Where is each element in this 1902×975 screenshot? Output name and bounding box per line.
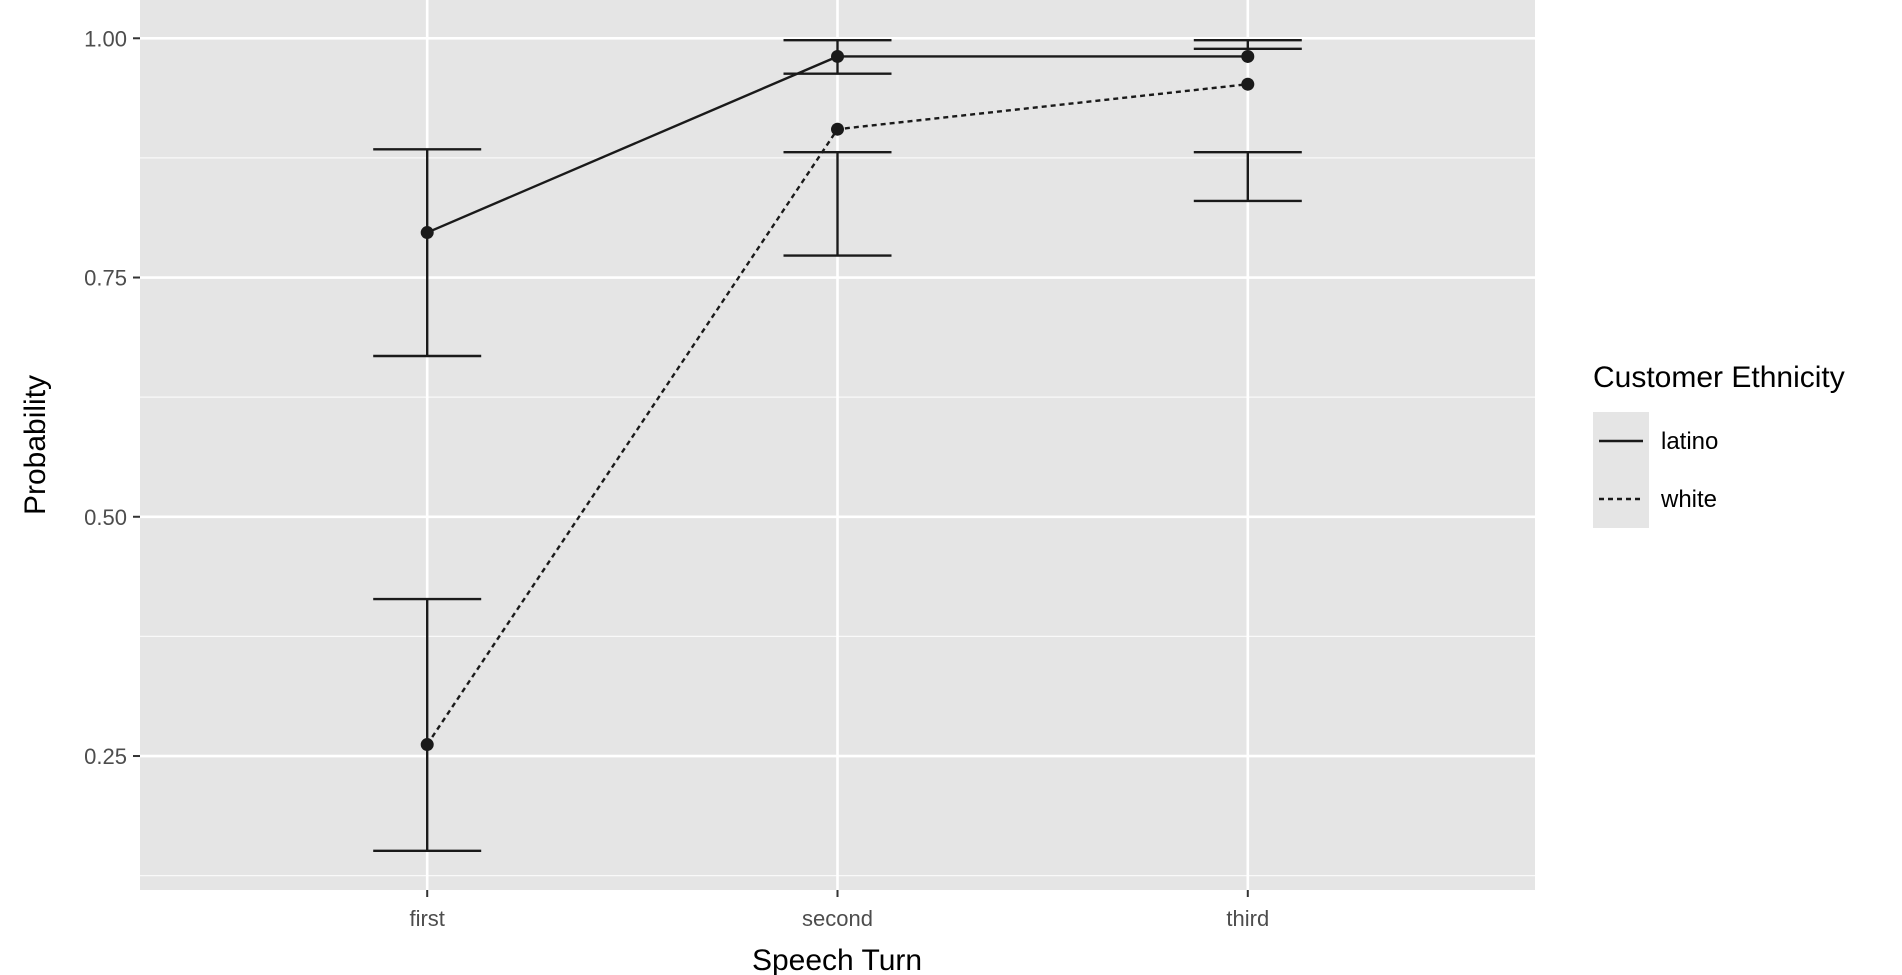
series-points — [420, 49, 1255, 752]
legend-item-white: white — [1593, 470, 1717, 528]
point-white-second — [831, 122, 844, 136]
legend: Customer Ethnicity latino white — [1593, 361, 1845, 528]
error-bar-white-second — [783, 150, 892, 257]
x-axis: first second third — [409, 890, 1269, 931]
x-axis-title: Speech Turn — [752, 944, 922, 975]
error-bar-white-third — [1193, 150, 1302, 203]
y-axis-title: Probability — [19, 375, 52, 515]
y-tick-label: 0.25 — [84, 744, 127, 769]
legend-title: Customer Ethnicity — [1593, 361, 1845, 394]
error-bar-white-first — [373, 597, 482, 852]
x-tick-label: first — [409, 906, 444, 931]
point-white-third — [1241, 77, 1255, 91]
legend-label: latino — [1661, 428, 1718, 455]
error-bar-latino-first — [373, 148, 482, 358]
point-latino-second — [831, 49, 844, 63]
error-bar-latino-third — [1193, 38, 1302, 51]
y-tick-label: 1.00 — [84, 26, 127, 51]
y-axis: 0.25 0.50 0.75 1.00 — [84, 26, 140, 769]
y-tick-label: 0.75 — [84, 266, 127, 291]
y-tick-label: 0.50 — [84, 505, 127, 530]
point-latino-first — [420, 226, 434, 240]
point-latino-third — [1241, 49, 1255, 63]
x-tick-label: second — [802, 906, 873, 931]
legend-item-latino: latino — [1593, 412, 1718, 470]
point-white-first — [420, 738, 434, 752]
error-bars — [373, 38, 1302, 852]
legend-label: white — [1660, 486, 1717, 513]
x-tick-label: third — [1226, 906, 1269, 931]
